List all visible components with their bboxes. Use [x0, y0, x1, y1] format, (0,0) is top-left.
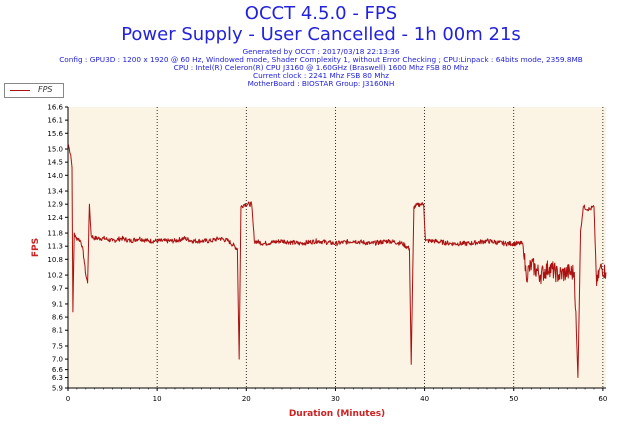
x-tick-label: 30 — [331, 395, 340, 403]
y-tick-label: 7.5 — [52, 342, 63, 350]
x-tick-label: 50 — [509, 395, 518, 403]
x-tick-label: 40 — [420, 395, 429, 403]
y-tick-label: 15.0 — [47, 146, 63, 154]
y-tick-label: 7.0 — [52, 356, 63, 364]
y-tick-label: 11.8 — [47, 230, 63, 238]
y-tick-label: 10.8 — [47, 256, 63, 264]
x-axis-label: Duration (Minutes) — [289, 409, 385, 419]
y-tick-label: 12.4 — [47, 214, 63, 222]
y-tick-label: 14.0 — [47, 172, 63, 180]
x-tick-label: 20 — [242, 395, 251, 403]
y-tick-label: 16.1 — [47, 117, 63, 125]
x-tick-label: 60 — [598, 395, 607, 403]
info-line-motherboard: MotherBoard : BIOSTAR Group: J3160NH — [247, 79, 395, 88]
y-axis-label: FPS — [31, 238, 41, 257]
chart-title: OCCT 4.5.0 - FPS — [244, 3, 398, 24]
y-tick-label: 9.1 — [52, 300, 63, 308]
legend-swatch — [10, 90, 30, 91]
x-tick-label: 0 — [66, 395, 70, 403]
y-tick-label: 13.4 — [47, 188, 63, 196]
info-line-config: Config : GPU3D : 1200 x 1920 @ 60 Hz, Wi… — [59, 55, 583, 64]
chart-legend: FPS — [4, 83, 64, 98]
y-tick-label: 8.1 — [52, 327, 63, 335]
x-tick-label: 10 — [153, 395, 162, 403]
y-tick-label: 11.3 — [47, 243, 63, 251]
y-tick-label: 16.6 — [47, 104, 63, 112]
info-line-generated: Generated by OCCT : 2017/03/18 22:13:36 — [242, 47, 400, 56]
chart-subtitle: Power Supply - User Cancelled - 1h 00m 2… — [121, 24, 521, 45]
series-line-fps — [67, 143, 607, 378]
info-line-clock: Current clock : 2241 Mhz FSB 80 Mhz — [253, 71, 389, 80]
info-line-cpu: CPU : Intel(R) Celeron(R) CPU J3160 @ 1.… — [173, 63, 469, 72]
y-tick-label: 14.5 — [47, 159, 63, 167]
y-tick-label: 12.9 — [47, 201, 63, 209]
legend-label-fps: FPS — [38, 85, 53, 94]
y-tick-label: 6.3 — [52, 374, 63, 382]
y-tick-label: 15.6 — [47, 130, 63, 138]
y-tick-label: 8.6 — [52, 314, 64, 322]
y-tick-label: 6.6 — [52, 366, 64, 374]
y-tick-label: 10.2 — [47, 272, 63, 280]
y-tick-label: 9.7 — [52, 285, 63, 293]
plot-area — [68, 107, 606, 388]
y-tick-label: 5.9 — [52, 385, 63, 393]
